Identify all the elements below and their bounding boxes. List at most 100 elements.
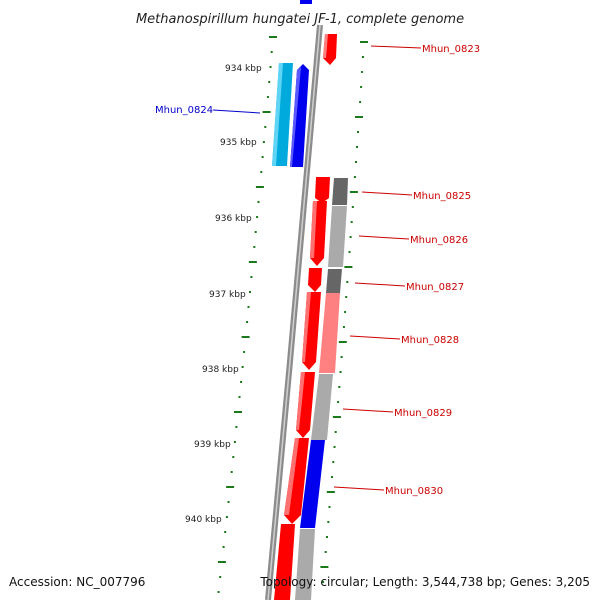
gene-label-mhun-0830[interactable]: Mhun_0830 [385, 486, 443, 497]
scale-outer-tick [262, 141, 265, 143]
scale-inner-tick [332, 416, 341, 418]
top-edge-feature [300, 0, 312, 4]
scale-inner-tick [324, 551, 327, 553]
scale-inner-tick [340, 356, 343, 358]
gene-arrow-mhun-0828-shade [302, 292, 311, 362]
scale-outer-tick [217, 561, 226, 563]
scale-inner-tick [346, 281, 349, 283]
scale-outer-tick [260, 171, 263, 173]
cds-feature-mhun-0824-shade [272, 63, 283, 166]
accession-text: Accession: NC_007796 [9, 575, 146, 589]
gene-label-mhun-0829[interactable]: Mhun_0829 [394, 408, 452, 419]
scale-inner-tick [338, 341, 347, 343]
leader-line-mhun-0826 [358, 235, 410, 240]
scale-outer-tick [246, 321, 249, 323]
scale-outer-tick [234, 411, 242, 413]
scale-outer-tick [238, 396, 241, 398]
gene-arrow-mhun-0830-shade [284, 438, 299, 515]
gene-arrow-mhun-0823-shade [323, 34, 328, 58]
scale-inner-tick [348, 251, 351, 253]
cds-feature-mhun-0829[interactable] [311, 374, 333, 440]
leader-line-mhun-0823 [370, 45, 422, 49]
scale-outer-tick [269, 66, 272, 68]
cds-feature-mhun-0830[interactable] [300, 440, 325, 528]
leader-line-mhun-0828 [349, 335, 401, 340]
scale-outer-tick [227, 501, 230, 503]
scale-inner-tick [359, 101, 362, 103]
gene-label-mhun-0827[interactable]: Mhun_0827 [406, 282, 464, 293]
scale-inner-tick [333, 446, 336, 448]
gene-label-mhun-0825[interactable]: Mhun_0825 [413, 191, 471, 202]
scale-inner-tick [320, 566, 329, 568]
cds-feature-mhun-0825[interactable] [332, 178, 348, 205]
scale-inner-tick [360, 41, 368, 43]
scale-outer-tick [230, 471, 233, 473]
scale-inner-tick [344, 311, 347, 313]
scale-outer-tick [256, 216, 259, 218]
scale-outer-tick [235, 426, 238, 428]
scale-outer-tick [248, 261, 257, 263]
genome-backbone-highlight [267, 24, 321, 600]
gene-label-mhun-0826[interactable]: Mhun_0826 [410, 235, 468, 246]
scale-outer-tick [253, 246, 256, 248]
scale-outer-tick [257, 201, 260, 203]
scale-outer-tick [240, 381, 243, 383]
scale-inner-tick [339, 371, 342, 373]
scale-inner-tick [331, 476, 333, 478]
leader-line-mhun-0830 [333, 486, 385, 491]
cds-feature-mhun-0830-grey [295, 529, 315, 600]
scale-inner-tick [334, 431, 337, 433]
tick-label-938: 938 kbp [202, 365, 239, 375]
cds-feature-mhun-0827[interactable] [326, 269, 342, 293]
gene-arrow-mhun-0825[interactable] [315, 177, 330, 203]
scale-outer-tick [243, 351, 246, 353]
scale-inner-tick [326, 491, 335, 493]
gene-arrow-mhun-0824[interactable] [290, 64, 309, 167]
scale-inner-tick [332, 461, 335, 463]
topology-text: Topology: circular; Length: 3,544,738 bp… [260, 575, 590, 589]
scale-outer-tick [262, 111, 271, 113]
scale-inner-tick [356, 146, 358, 148]
scale-ticks-outer [217, 36, 277, 593]
leader-line-mhun-0829 [342, 408, 394, 413]
scale-inner-tick [355, 116, 363, 118]
gene-label-mhun-0828[interactable]: Mhun_0828 [401, 335, 459, 346]
gene-arrow-mhun-0824-shade [290, 67, 301, 167]
scale-inner-tick [349, 236, 352, 238]
scale-outer-tick [264, 126, 267, 128]
scale-outer-tick [217, 591, 220, 593]
tick-label-937: 937 kbp [209, 290, 246, 300]
scale-inner-tick [362, 56, 364, 58]
scale-inner-tick [355, 161, 357, 163]
gene-label-mhun-0824[interactable]: Mhun_0824 [155, 105, 213, 116]
gene-arrow-mhun-0827[interactable] [308, 268, 322, 292]
gene-arrow-partial-bottom[interactable] [274, 524, 295, 600]
scale-outer-tick [269, 36, 277, 38]
cds-feature-mhun-0828[interactable] [319, 293, 340, 373]
leader-line-mhun-0825 [361, 191, 413, 196]
scale-outer-tick [268, 81, 271, 83]
scale-outer-tick [249, 291, 251, 293]
tick-label-934: 934 kbp [225, 64, 262, 74]
scale-inner-tick [350, 221, 353, 223]
scale-inner-tick [326, 536, 328, 538]
scale-inner-tick [327, 521, 330, 523]
scale-outer-tick [226, 486, 235, 488]
cds-feature-mhun-0826[interactable] [328, 206, 347, 267]
scale-outer-tick [222, 546, 225, 548]
leader-line-mhun-0824 [212, 109, 261, 114]
tick-label-935: 935 kbp [220, 138, 257, 148]
scale-outer-tick [225, 516, 228, 518]
gene-arrow-mhun-0826-shade [310, 201, 317, 258]
scale-inner-tick [328, 506, 331, 508]
scale-inner-tick [338, 386, 341, 388]
scale-outer-tick [247, 306, 250, 308]
scale-outer-tick [250, 276, 253, 278]
scale-outer-tick [255, 186, 264, 188]
scale-inner-tick [322, 581, 325, 583]
gene-label-mhun-0823[interactable]: Mhun_0823 [422, 44, 480, 55]
scale-outer-tick [241, 366, 244, 368]
scale-inner-tick [361, 71, 363, 73]
